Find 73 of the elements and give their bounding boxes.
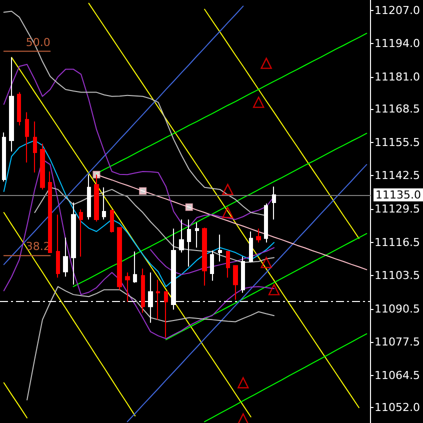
point [268,284,280,296]
line-series [3,212,136,416]
candlestick [156,279,160,320]
point [238,377,249,388]
candlestick [33,121,37,174]
y-tick-label: 11090.5 [374,302,420,316]
candlestick [226,250,230,278]
line-series [11,56,252,418]
candlestick [164,291,168,338]
candlestick [187,218,191,268]
y-tick-label: 11207.0 [374,4,420,17]
candlestick [195,222,199,248]
candlestick [40,143,45,190]
candlestick [48,171,52,254]
candlestick [25,112,29,164]
candlestick [79,208,83,258]
line-series [126,164,368,422]
line-series [3,10,267,216]
y-tick-label: 11077.5 [374,336,420,349]
line-series [150,247,275,276]
line-series [3,64,275,228]
point [252,96,264,108]
line-series [88,2,360,408]
candlestick [2,132,6,182]
line-series [204,8,360,239]
candlestick [102,186,106,220]
candlestick [241,256,245,294]
candlestick [125,272,130,302]
y-tick-label: 11116.5 [374,236,420,249]
candlestick [272,186,276,220]
line-series [165,233,368,340]
candlestick [218,234,222,262]
line-series [204,333,368,422]
candlestick [233,265,238,300]
candlestick [210,250,214,282]
point [260,58,272,69]
candlestick [63,237,68,278]
candlestick [133,250,137,284]
ref-line-label: 11135.0 [376,188,422,202]
y-tick-label: 11181.0 [374,70,420,84]
candlestick [249,230,253,264]
line-series [3,140,275,288]
point [222,184,234,196]
candlestick [110,208,114,234]
candlestick [9,56,14,152]
point [185,203,193,211]
point [238,413,249,423]
point [222,206,234,218]
candlestick [17,92,21,126]
point [139,187,147,195]
y-tick-label: 11194.0 [374,37,420,50]
candlestick [256,228,261,244]
candlestick [71,202,76,286]
y-tick-label: 11052.0 [374,401,420,414]
candlestick [179,218,184,254]
candlestick [117,227,122,290]
line-series [26,286,275,400]
candlestick [202,227,207,286]
y-tick-label: 11155.5 [374,136,420,149]
candlestick [56,214,60,278]
y-tick-label: 11168.5 [374,102,420,116]
candlestick [87,174,91,220]
line-series [72,132,368,288]
point [260,256,272,268]
y-tick-label: 11142.5 [374,169,420,182]
line-series [3,382,28,418]
candlestick [264,203,268,244]
y-tick-label: 11129.5 [374,202,420,216]
point [92,170,100,178]
candlestick [141,268,145,314]
line-series [3,6,244,266]
y-tick-label: 11103.5 [374,269,420,282]
y-tick-label: 11064.5 [374,369,420,382]
